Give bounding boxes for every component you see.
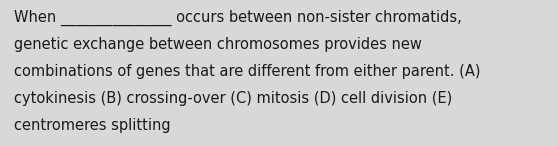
- Text: combinations of genes that are different from either parent. (A): combinations of genes that are different…: [14, 64, 480, 79]
- Text: When _______________ occurs between non-sister chromatids,: When _______________ occurs between non-…: [14, 10, 461, 26]
- Text: cytokinesis (B) crossing-over (C) mitosis (D) cell division (E): cytokinesis (B) crossing-over (C) mitosi…: [14, 91, 452, 106]
- Text: genetic exchange between chromosomes provides new: genetic exchange between chromosomes pro…: [14, 37, 422, 52]
- Text: centromeres splitting: centromeres splitting: [14, 118, 171, 133]
